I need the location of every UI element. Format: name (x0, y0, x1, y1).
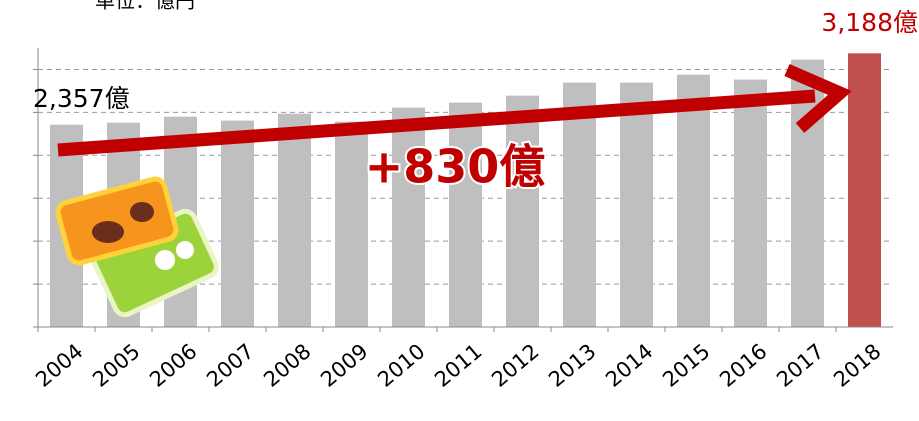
food-item (176, 241, 194, 259)
annotation: 2,357億 (33, 84, 130, 113)
bar (563, 82, 596, 327)
bar (335, 121, 368, 327)
food-item (155, 250, 175, 270)
food-pack (55, 176, 179, 266)
x-tick-label: 2013 (544, 339, 600, 392)
unit-label: 単位：億円 (95, 0, 195, 13)
annotation: 3,188億 (821, 8, 918, 37)
bar (392, 107, 425, 327)
bar (278, 113, 311, 328)
bar (677, 74, 710, 327)
x-tick-label: 2017 (772, 339, 828, 392)
bar (620, 82, 653, 327)
x-tick-label: 2018 (829, 339, 885, 392)
x-tick-label: 2008 (259, 339, 315, 392)
x-tick-label: 2006 (145, 339, 201, 392)
bar (734, 79, 767, 327)
food-item (92, 221, 124, 243)
x-tick-label: 2005 (88, 339, 144, 392)
x-tick-label: 2010 (373, 339, 429, 392)
x-tick-label: 2012 (487, 339, 543, 392)
annotation: +830億 (365, 140, 546, 194)
x-tick-label: 2009 (316, 339, 372, 392)
bar (449, 102, 482, 328)
x-tick-label: 2007 (202, 339, 258, 392)
food-item (130, 202, 154, 222)
x-tick-label: 2011 (430, 339, 486, 392)
bar (506, 95, 539, 327)
bar (221, 120, 254, 327)
food-illustration (55, 176, 219, 318)
x-tick-label: 2016 (715, 339, 771, 392)
bar (848, 53, 881, 328)
x-tick-label: 2014 (601, 339, 657, 392)
x-tick-label: 2015 (658, 339, 714, 392)
x-tick-label: 2004 (31, 339, 87, 392)
trend-arrow (57, 89, 816, 157)
trend-arrow-head (784, 64, 853, 133)
